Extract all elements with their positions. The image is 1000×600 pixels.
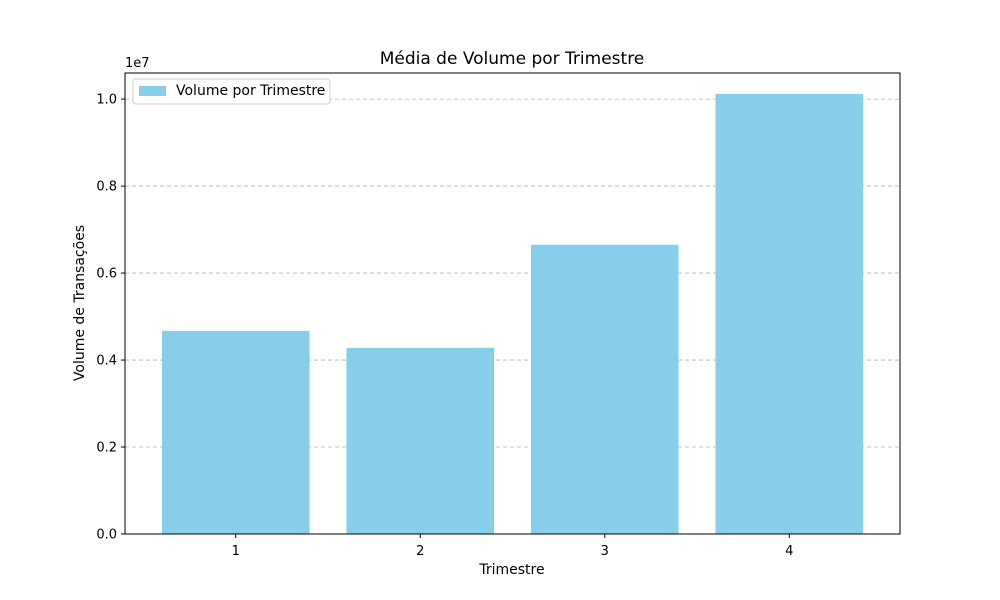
x-tick-label: 4 bbox=[785, 544, 793, 559]
legend-swatch bbox=[139, 86, 166, 96]
bar bbox=[346, 347, 495, 534]
x-ticks: 1 2 3 4 bbox=[232, 534, 793, 559]
x-tick-label: 2 bbox=[416, 544, 424, 559]
y-tick-label: 0.2 bbox=[96, 441, 117, 456]
y-tick-label: 0.6 bbox=[96, 267, 117, 282]
y-scale-label: 1e7 bbox=[125, 56, 150, 71]
legend-box bbox=[132, 78, 331, 105]
bar bbox=[530, 244, 679, 535]
y-tick-label: 0.4 bbox=[96, 354, 117, 369]
x-tick-label: 1 bbox=[232, 544, 240, 559]
legend: Volume por Trimestre bbox=[132, 78, 331, 105]
y-ticks: 0.0 0.2 0.4 0.6 0.8 1.0 bbox=[96, 93, 125, 543]
plot-frame bbox=[124, 72, 901, 535]
bars bbox=[161, 93, 864, 535]
chart-title: Média de Volume por Trimestre bbox=[380, 49, 645, 69]
y-tick-label: 1.0 bbox=[96, 93, 117, 108]
bar bbox=[715, 93, 864, 534]
legend-label: Volume por Trimestre bbox=[176, 83, 325, 99]
x-tick-label: 3 bbox=[601, 544, 609, 559]
x-axis-label: Trimestre bbox=[478, 562, 544, 578]
y-axis-label: Volume de Transações bbox=[72, 225, 88, 381]
y-tick-label: 0.8 bbox=[96, 180, 117, 195]
y-tick-label: 0.0 bbox=[96, 528, 117, 543]
bar bbox=[161, 330, 310, 534]
